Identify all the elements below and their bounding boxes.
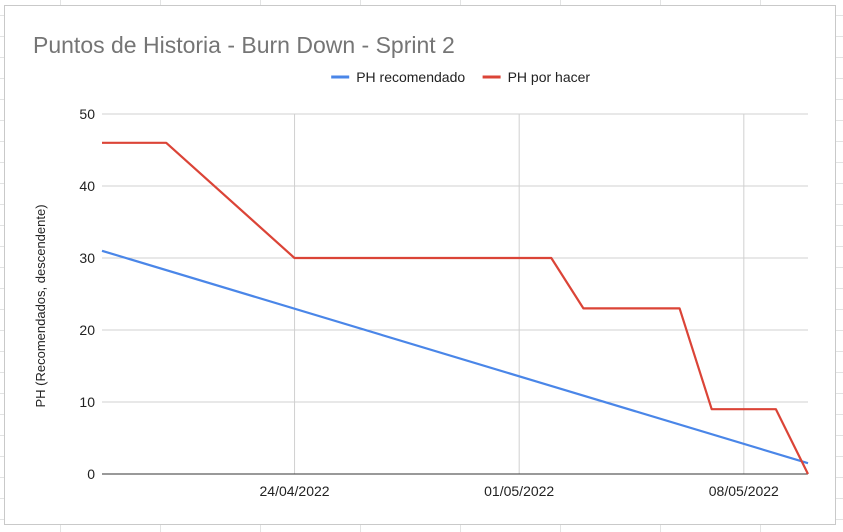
chart-title: Puntos de Historia - Burn Down - Sprint …: [33, 32, 455, 58]
series-lines: [101, 141, 809, 475]
chart-legend: PH recomendado PH por hacer: [331, 69, 590, 85]
y-tick-label: 10: [79, 394, 95, 410]
legend-label-recomendado: PH recomendado: [356, 69, 465, 85]
series-line-por-hacer: [102, 141, 809, 475]
y-tick-label: 30: [79, 250, 95, 266]
y-tick-label: 40: [79, 178, 95, 194]
y-tick-label: 20: [79, 322, 95, 338]
x-tick-label: 08/05/2022: [709, 483, 779, 499]
x-tick-label: 01/05/2022: [484, 483, 554, 499]
y-axis-title: PH (Recomendados, descendente): [33, 204, 48, 407]
series-line-recomendado: [101, 249, 809, 465]
y-tick-label: 50: [79, 106, 95, 122]
y-axis-ticks: 0 10 20 30 40 50: [79, 106, 95, 482]
x-tick-label: 24/04/2022: [260, 483, 330, 499]
grid-lines: [102, 113, 808, 475]
chart-card[interactable]: Puntos de Historia - Burn Down - Sprint …: [4, 5, 836, 525]
x-axis-ticks: 24/04/2022 01/05/2022 08/05/2022: [260, 483, 780, 499]
burndown-chart: Puntos de Historia - Burn Down - Sprint …: [33, 32, 809, 499]
y-tick-label: 0: [87, 466, 95, 482]
legend-label-por-hacer: PH por hacer: [508, 69, 591, 85]
